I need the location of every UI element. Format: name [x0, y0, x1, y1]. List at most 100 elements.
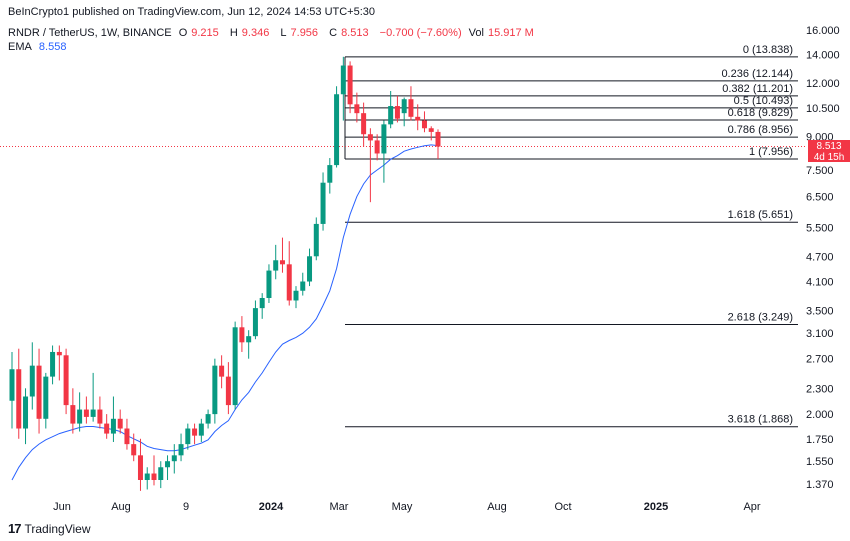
- candle: [178, 433, 184, 462]
- candle: [347, 61, 353, 114]
- open-value: 9.215: [191, 27, 219, 39]
- y-tick-label: 10.500: [806, 103, 840, 115]
- candle: [435, 129, 441, 160]
- candle: [165, 455, 171, 480]
- candle: [361, 102, 367, 147]
- x-axis: Jun Aug 9 2024 Mar May Aug Oct 2025 Apr: [53, 501, 761, 513]
- ema-label[interactable]: EMA: [8, 41, 32, 53]
- candle: [367, 128, 373, 203]
- candle: [313, 217, 319, 261]
- price-tag-countdown: 4d 15h: [813, 151, 845, 163]
- y-tick-label: 6.500: [806, 191, 834, 203]
- y-tick-label: 2.000: [806, 409, 834, 421]
- symbol-label[interactable]: RNDR / TetherUS, 1W, BINANCE: [8, 27, 172, 39]
- fib-level-label: 3.618 (1.868): [728, 414, 793, 426]
- candle: [198, 418, 204, 442]
- candle: [415, 104, 421, 131]
- candle: [279, 237, 285, 273]
- candle: [205, 409, 211, 429]
- fib-level-label: 2.618 (3.249): [728, 311, 793, 323]
- ema-value: 8.558: [38, 41, 67, 53]
- x-tick-label: 9: [183, 501, 189, 513]
- candle: [124, 418, 130, 450]
- x-tick-label: Jun: [53, 501, 71, 513]
- candle: [36, 348, 42, 434]
- current-price-tag: 8.513 4d 15h: [808, 139, 850, 163]
- candle: [171, 444, 177, 474]
- y-tick-label: 16.000: [806, 25, 840, 37]
- candle: [340, 56, 346, 121]
- candle: [327, 158, 333, 194]
- fib-level-label: 0.5 (10.493): [734, 95, 793, 107]
- low-label: L: [280, 27, 287, 39]
- candle: [144, 467, 150, 490]
- fib-level-label: 0.382 (11.201): [722, 83, 793, 95]
- candle: [63, 348, 69, 415]
- candle: [273, 244, 279, 280]
- candle: [394, 95, 400, 123]
- x-tick-label: Aug: [111, 501, 131, 513]
- price-tag-value: 8.513: [816, 140, 842, 152]
- ema-row: EMA 8.558: [8, 40, 542, 54]
- x-tick-label: Apr: [743, 501, 760, 513]
- tradingview-logo-icon: 17: [8, 521, 22, 536]
- x-tick-label: Aug: [487, 501, 507, 513]
- y-tick-label: 2.700: [806, 354, 834, 366]
- candle: [239, 316, 245, 352]
- candle: [50, 345, 56, 385]
- candle: [110, 396, 116, 442]
- publish-info: BeInCrypto1 published on TradingView.com…: [8, 6, 376, 18]
- high-value: 9.346: [241, 27, 270, 39]
- x-tick-label: May: [392, 501, 413, 513]
- candle: [381, 120, 387, 183]
- y-tick-label: 4.100: [806, 277, 834, 289]
- candle: [300, 272, 306, 296]
- candle: [29, 342, 35, 410]
- y-tick-label: 14.000: [806, 50, 840, 62]
- fib-level-label: 0.786 (8.956): [728, 124, 793, 136]
- fib-level-label: 0.236 (12.144): [721, 68, 793, 80]
- high-label: H: [229, 27, 238, 39]
- candle: [401, 97, 407, 127]
- x-tick-label: Mar: [330, 501, 349, 513]
- ema-line: [11, 144, 439, 481]
- candle: [117, 409, 123, 434]
- candles: [9, 56, 441, 491]
- y-tick-label: 3.100: [806, 328, 834, 340]
- fib-level-label: 1.618 (5.651): [728, 209, 793, 221]
- candle: [374, 134, 380, 161]
- x-tick-label: Oct: [554, 501, 571, 513]
- chart-legend: RNDR / TetherUS, 1W, BINANCE O 9.215 H 9.3…: [8, 26, 542, 54]
- volume-label: Vol: [468, 27, 484, 39]
- candle: [259, 293, 265, 319]
- candle: [293, 286, 299, 309]
- candle: [151, 455, 157, 486]
- y-tick-label: 1.370: [806, 479, 834, 491]
- close-value: 8.513: [341, 27, 369, 39]
- candle: [225, 362, 231, 415]
- y-tick-label: 2.300: [806, 383, 834, 395]
- candle: [9, 351, 15, 429]
- fib-level-label: 0.618 (9.829): [728, 107, 793, 119]
- candle: [286, 241, 292, 306]
- open-label: O: [178, 27, 188, 39]
- close-label: C: [329, 27, 338, 39]
- candle: [77, 392, 83, 432]
- candle: [192, 423, 198, 445]
- y-tick-label: 3.500: [806, 306, 834, 318]
- low-value: 7.956: [290, 27, 319, 39]
- candle: [23, 388, 29, 445]
- candle: [90, 372, 96, 422]
- fib-retracement: 0 (13.838)0.236 (12.144)0.382 (11.201)0.…: [344, 44, 798, 428]
- volume-value: 15.917 M: [487, 27, 534, 39]
- candle: [421, 111, 427, 133]
- y-tick-label: 1.750: [806, 434, 834, 446]
- candle: [104, 414, 110, 439]
- candle: [97, 396, 103, 429]
- candle: [388, 91, 394, 129]
- fib-level-label: 1 (7.956): [749, 146, 793, 158]
- tradingview-brand[interactable]: 17 TradingView: [8, 521, 91, 536]
- candle: [219, 355, 225, 389]
- candle: [137, 438, 143, 491]
